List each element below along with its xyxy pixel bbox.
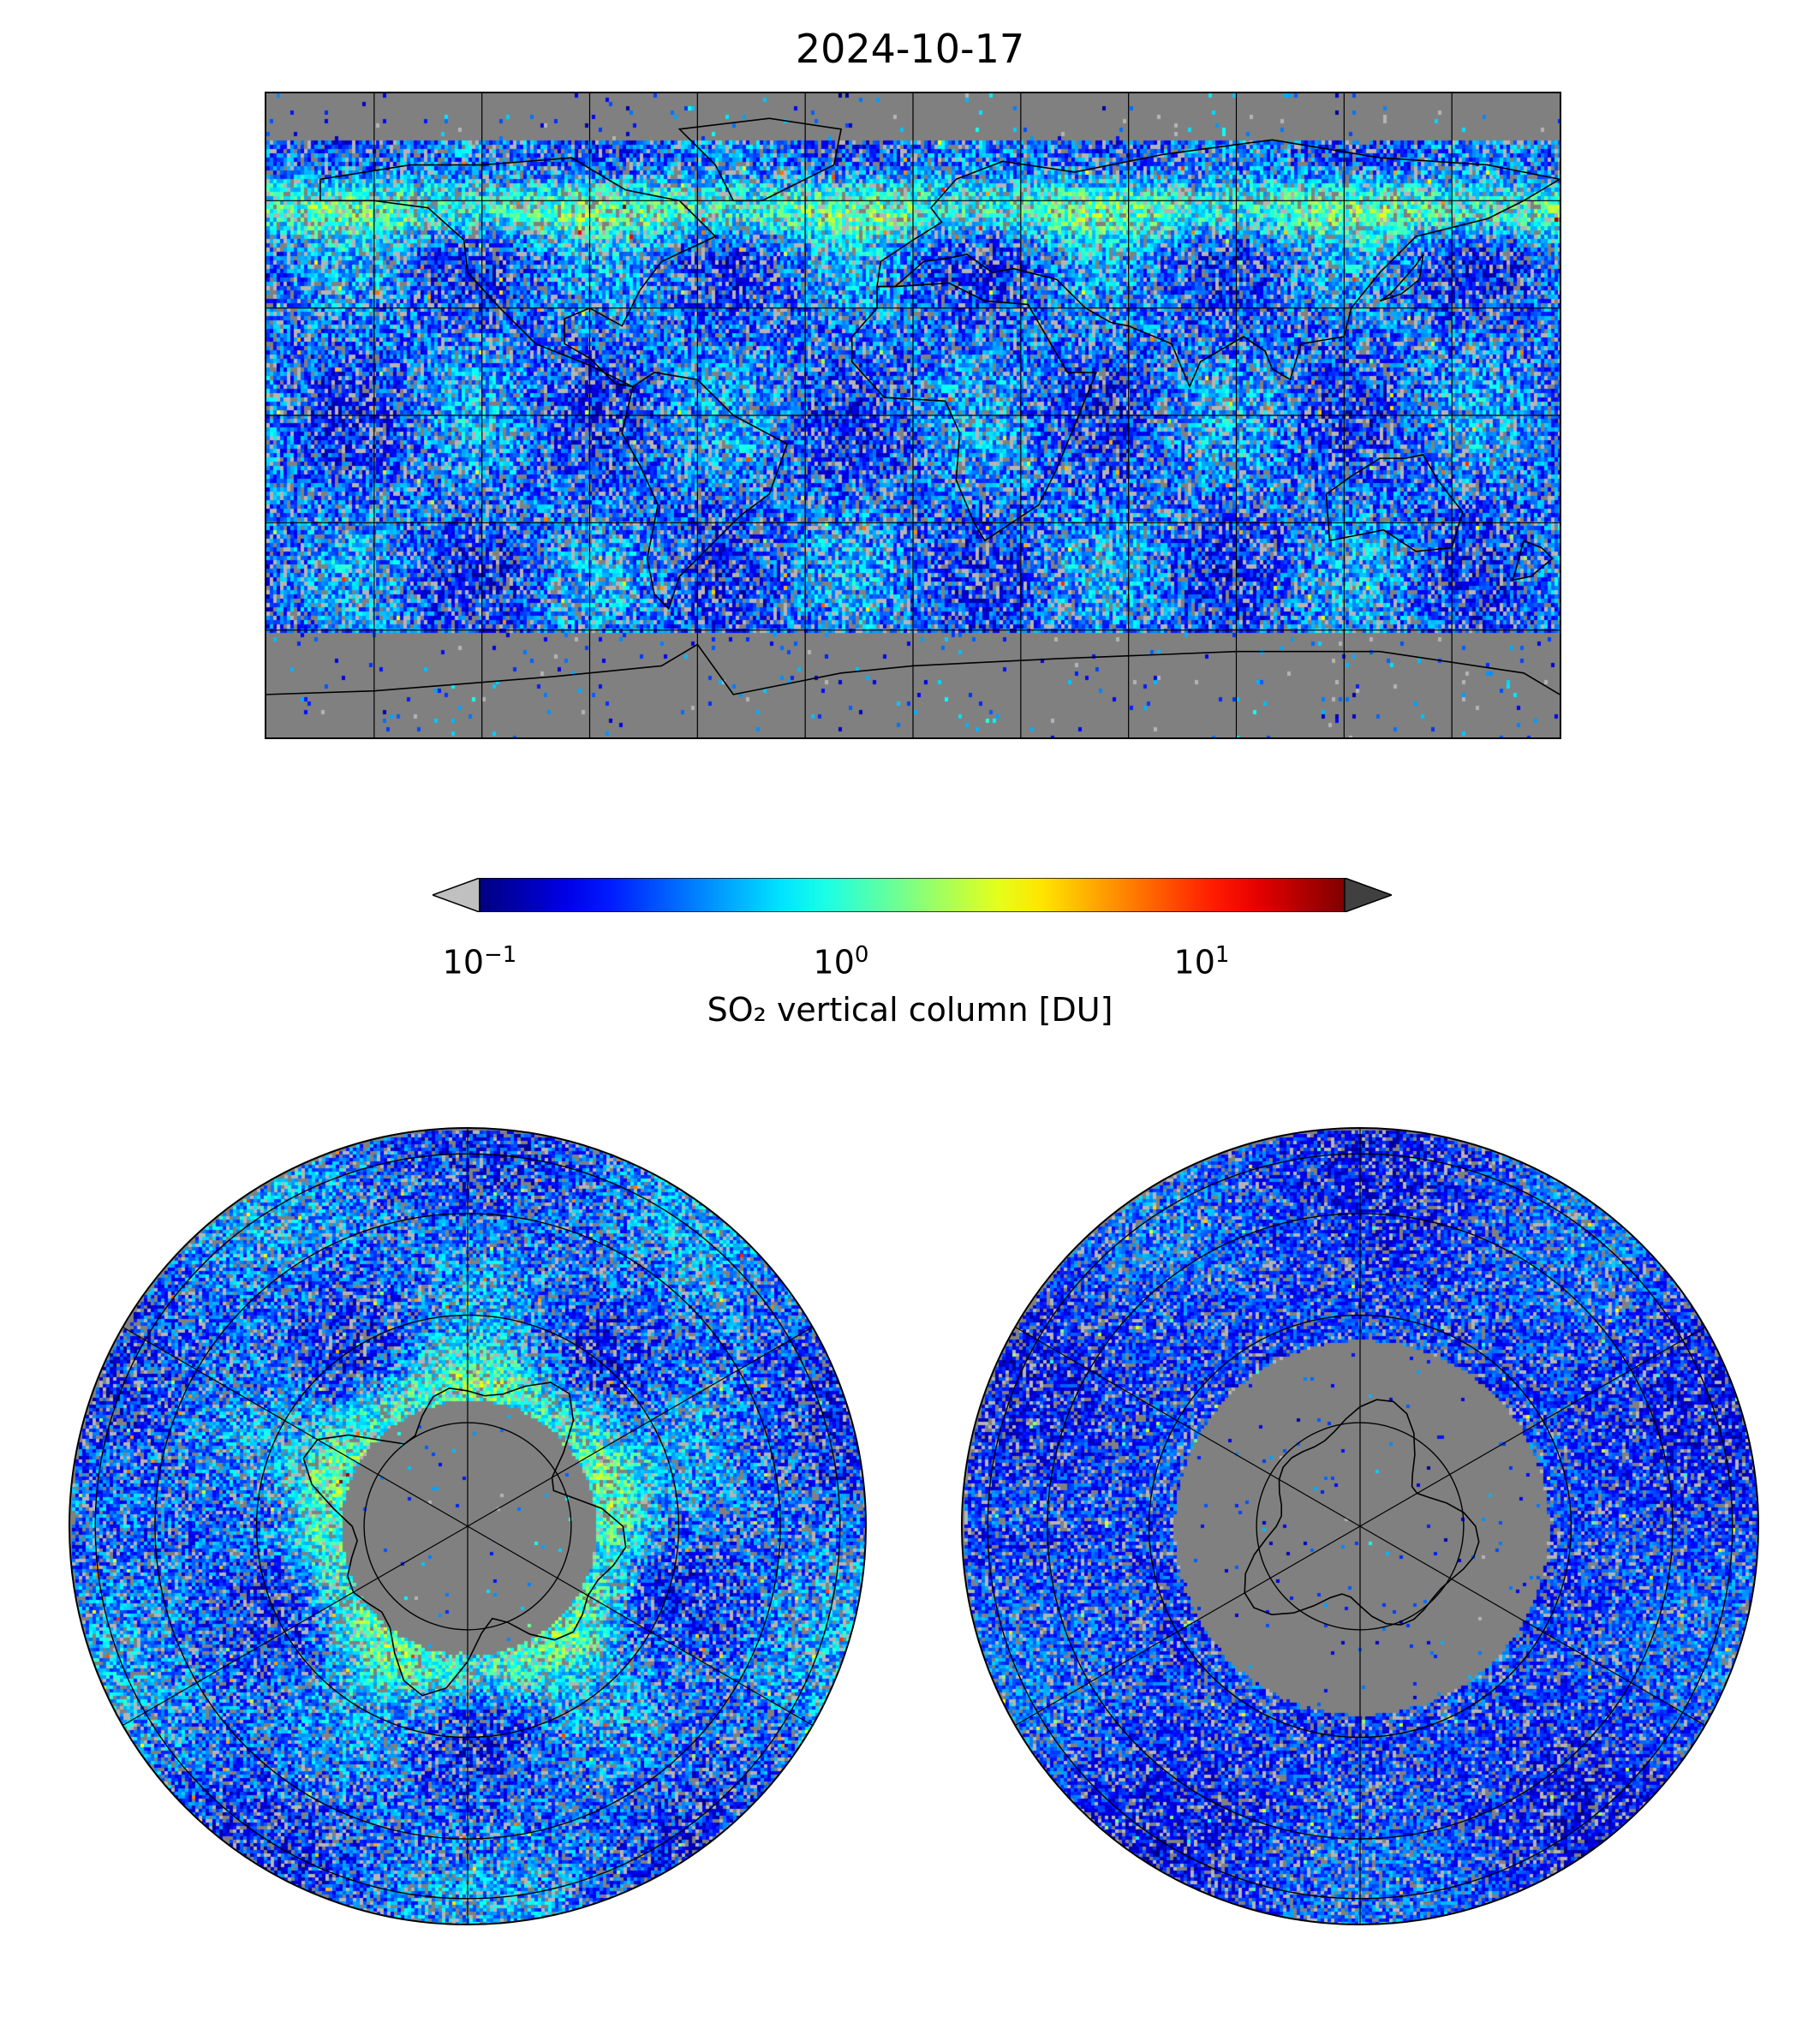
coastline <box>1244 1399 1480 1626</box>
meridian-gridline <box>467 1326 814 1527</box>
south-grid-and-coastlines <box>961 1127 1759 1925</box>
coastline <box>319 157 717 388</box>
colorbar-tick-label: 101 <box>1173 942 1230 982</box>
meridian-gridline <box>1014 1326 1361 1527</box>
coastline <box>1512 540 1554 582</box>
meridian-gridline <box>1014 1525 1361 1727</box>
colorbar <box>433 878 1392 912</box>
coastline <box>876 139 1560 389</box>
coastline <box>266 643 1560 695</box>
coastline <box>621 372 789 611</box>
polar-map-boundary <box>961 1127 1759 1925</box>
coastline <box>302 1381 627 1697</box>
coastline <box>1325 454 1464 552</box>
colorbar-gradient <box>479 878 1346 912</box>
south-polar-map <box>958 1124 1763 1929</box>
global-map <box>265 92 1561 739</box>
meridian-gridline <box>467 1525 814 1727</box>
colorbar-under-extension <box>433 878 480 912</box>
colorbar-label: SO₂ vertical column [DU] <box>707 991 1113 1029</box>
global-grid-and-coastlines <box>266 93 1560 737</box>
north-polar-map <box>65 1124 870 1929</box>
coastline <box>1379 254 1424 302</box>
meridian-gridline <box>122 1326 468 1527</box>
colorbar-tick-label: 100 <box>813 942 869 982</box>
coastline <box>677 117 843 202</box>
coastline <box>850 282 1098 542</box>
meridian-gridline <box>1359 1525 1706 1727</box>
colorbar-over-extension <box>1344 878 1392 912</box>
polar-map-boundary <box>69 1127 867 1925</box>
figure-title: 2024-10-17 <box>795 26 1025 72</box>
colorbar-tick-label: 10−1 <box>442 942 517 982</box>
meridian-gridline <box>122 1525 468 1727</box>
north-grid-and-coastlines <box>69 1127 867 1925</box>
